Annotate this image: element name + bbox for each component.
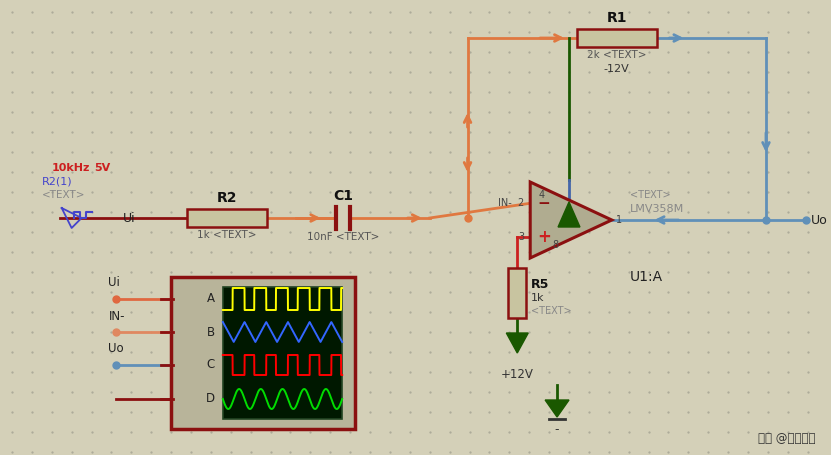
Polygon shape: [545, 400, 569, 417]
Text: LMV358M: LMV358M: [630, 204, 684, 214]
Text: <TEXT>: <TEXT>: [630, 190, 671, 200]
Bar: [223, 287, 342, 419]
Text: R2: R2: [217, 191, 237, 205]
Polygon shape: [506, 333, 529, 353]
Text: IN-: IN-: [108, 309, 125, 323]
Text: 10kHz: 10kHz: [52, 163, 90, 173]
Bar: [171, 277, 355, 429]
Text: 10nF <TEXT>: 10nF <TEXT>: [307, 232, 380, 242]
Text: Ui: Ui: [108, 277, 120, 289]
Text: D: D: [206, 393, 215, 405]
Bar: [187, 209, 267, 227]
Polygon shape: [558, 202, 580, 227]
Text: 3: 3: [518, 232, 524, 242]
Text: 头条 @电厕药丸: 头条 @电厕药丸: [758, 432, 816, 445]
Text: 4: 4: [538, 190, 544, 200]
Text: U1:A: U1:A: [630, 270, 663, 284]
Text: <TEXT>: <TEXT>: [42, 190, 86, 200]
Text: 8: 8: [552, 240, 558, 250]
Text: 5V: 5V: [95, 163, 111, 173]
Text: Uo: Uo: [811, 213, 828, 227]
Text: 1: 1: [616, 215, 622, 225]
Text: R1: R1: [607, 11, 627, 25]
Text: C1: C1: [333, 189, 353, 203]
Text: Ui: Ui: [123, 212, 136, 224]
Text: +: +: [537, 228, 551, 246]
Text: C: C: [207, 359, 215, 371]
Text: −: −: [538, 196, 550, 211]
Text: 2k <TEXT>: 2k <TEXT>: [587, 50, 647, 60]
Text: 1k: 1k: [531, 293, 544, 303]
Polygon shape: [530, 182, 612, 258]
Text: <TEXT>: <TEXT>: [531, 306, 572, 316]
Text: -12V: -12V: [604, 64, 630, 74]
Text: +12V: +12V: [501, 368, 534, 381]
Text: IN-  2: IN- 2: [498, 198, 524, 208]
Bar: [509, 268, 526, 318]
Text: -: -: [555, 423, 559, 436]
Text: A: A: [207, 293, 215, 305]
Text: 1k <TEXT>: 1k <TEXT>: [197, 230, 257, 240]
Text: R2(1): R2(1): [42, 177, 72, 187]
Bar: [577, 29, 656, 47]
Text: Uo: Uo: [108, 343, 124, 355]
Text: B: B: [207, 325, 215, 339]
Text: R5: R5: [531, 278, 549, 292]
